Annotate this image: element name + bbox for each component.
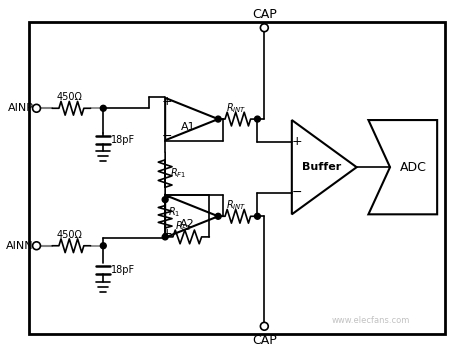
Text: −: − [292, 186, 302, 199]
Text: 450Ω: 450Ω [57, 92, 83, 103]
Text: CAP: CAP [252, 333, 277, 346]
Circle shape [255, 116, 260, 122]
Circle shape [100, 243, 106, 249]
Text: 18pF: 18pF [111, 135, 135, 145]
Text: AINP: AINP [7, 103, 34, 113]
Text: AINN: AINN [6, 241, 34, 251]
Text: $R_1$: $R_1$ [168, 205, 181, 219]
Circle shape [162, 197, 168, 203]
Circle shape [260, 322, 268, 330]
Text: ADC: ADC [400, 161, 427, 174]
Circle shape [260, 24, 268, 32]
Text: 18pF: 18pF [111, 265, 135, 275]
Text: $R_{F1}$: $R_{F1}$ [170, 166, 186, 180]
Text: $R_{F2}$: $R_{F2}$ [175, 219, 191, 233]
Text: +: + [292, 135, 302, 148]
Text: +: + [162, 228, 172, 240]
Circle shape [215, 213, 221, 219]
Circle shape [33, 242, 40, 250]
Text: CAP: CAP [252, 9, 277, 22]
Circle shape [215, 116, 221, 122]
Text: www.elecfans.com: www.elecfans.com [331, 316, 410, 325]
Text: $R_{INT}$: $R_{INT}$ [226, 198, 246, 212]
Circle shape [33, 104, 40, 112]
Text: A1: A1 [181, 122, 195, 132]
Text: −: − [162, 130, 172, 143]
Circle shape [162, 234, 168, 240]
Text: A2: A2 [180, 219, 195, 229]
Text: +: + [162, 95, 172, 108]
Circle shape [100, 105, 106, 111]
Circle shape [255, 213, 260, 219]
Text: $R_{INT}$: $R_{INT}$ [226, 102, 246, 115]
Text: 450Ω: 450Ω [57, 230, 83, 240]
Text: −: − [162, 192, 172, 205]
Text: Buffer: Buffer [302, 162, 341, 172]
Bar [29, 22, 445, 334]
